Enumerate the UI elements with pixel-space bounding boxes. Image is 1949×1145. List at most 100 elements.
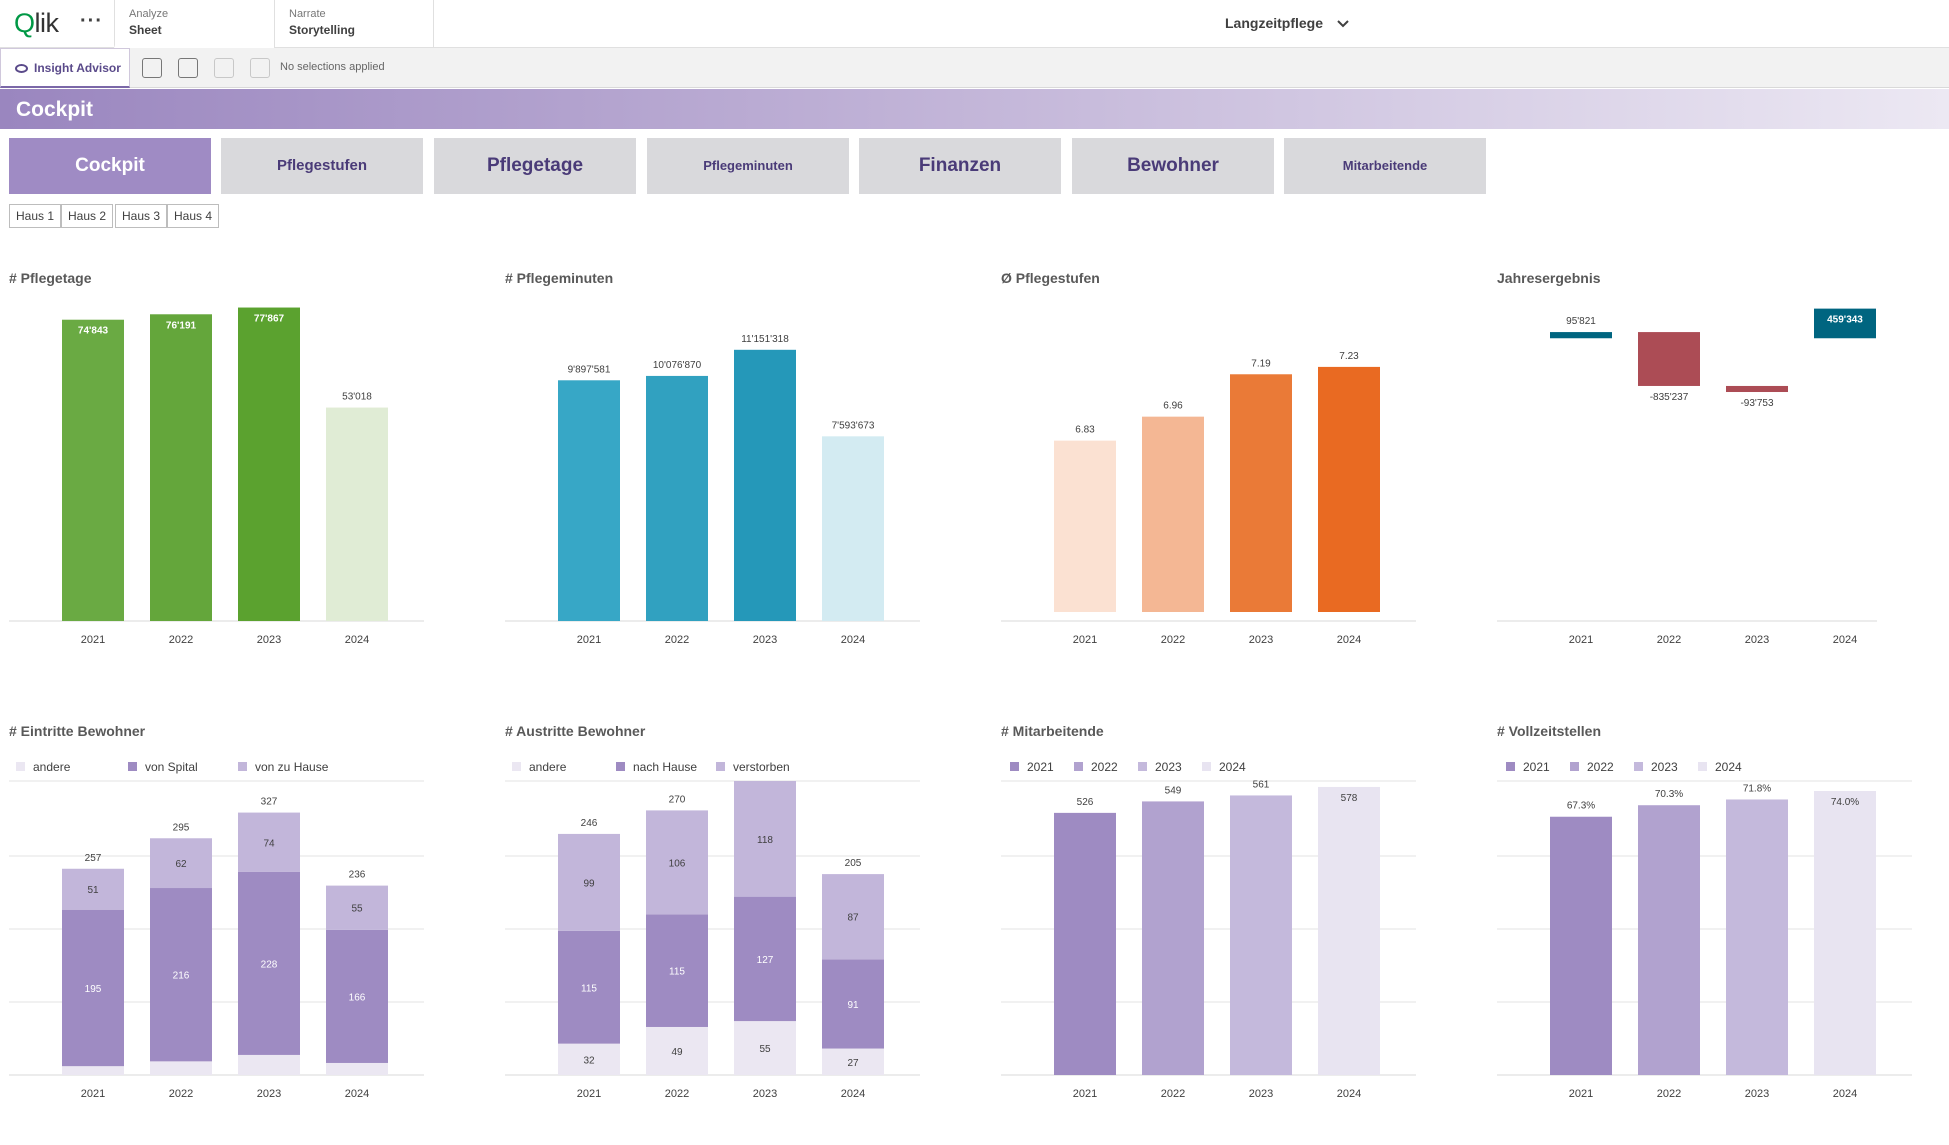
legend-item[interactable]: andere	[16, 760, 70, 774]
legend-item[interactable]: nach Hause	[616, 760, 697, 774]
bar-segment-andere[interactable]	[734, 1021, 796, 1075]
bar-segment-verstorben[interactable]	[822, 874, 884, 960]
legend-item[interactable]: 2022	[1074, 760, 1118, 774]
legend-label: 2023	[1651, 760, 1678, 774]
bar-segment-andere[interactable]	[558, 1043, 620, 1075]
legend-item[interactable]: 2021	[1010, 760, 1054, 774]
filter-haus-1[interactable]: Haus 1	[9, 204, 62, 228]
bar-segment-von-zu-Hause[interactable]	[326, 885, 388, 930]
bar-2024[interactable]	[822, 436, 884, 621]
qlik-logo[interactable]: Qlik	[14, 8, 59, 39]
legend-item[interactable]: 2023	[1138, 760, 1182, 774]
bar-2024[interactable]	[1318, 366, 1380, 612]
bar-segment-von-zu-Hause[interactable]	[238, 812, 300, 872]
legend-item[interactable]: von zu Hause	[238, 760, 328, 774]
bar-segment-andere[interactable]	[326, 1062, 388, 1075]
legend-item[interactable]: andere	[512, 760, 566, 774]
insight-advisor-button[interactable]: Insight Advisor	[0, 48, 130, 88]
bar-2023[interactable]	[1726, 385, 1788, 393]
chart-pflegeminuten[interactable]: 9'897'581 10'076'870 11'151'318 7'593'673 20…	[505, 300, 920, 650]
segment-label: 216	[173, 971, 190, 982]
chart-eintritte-bewohner[interactable]: 195 51 257 216 62 295 228 74 327 166 55 236 2021 2022…	[9, 778, 424, 1108]
bar-2022[interactable]	[1142, 801, 1204, 1075]
bar-2023[interactable]	[1726, 799, 1788, 1075]
legend-item[interactable]: verstorben	[716, 760, 790, 774]
legend-item[interactable]: 2022	[1570, 760, 1614, 774]
bar-segment-andere[interactable]	[822, 1048, 884, 1075]
nav-button-pflegestufen[interactable]: Pflegestufen	[221, 138, 423, 194]
bar-2024[interactable]	[1814, 791, 1876, 1075]
bar-segment-verstorben[interactable]	[558, 833, 620, 931]
bar-2023[interactable]	[1230, 795, 1292, 1075]
chart-pflegestufen[interactable]: 6.83 6.96 7.19 7.23 2021 2022 2023 2024	[1001, 300, 1416, 650]
filter-haus-3[interactable]: Haus 3	[115, 204, 168, 228]
bar-2021[interactable]	[558, 380, 620, 621]
bar-segment-von-zu-Hause[interactable]	[150, 838, 212, 889]
logo-text: lik	[34, 8, 60, 38]
filter-haus-4[interactable]: Haus 4	[167, 204, 220, 228]
legend-label: von zu Hause	[255, 760, 329, 774]
x-tick-label: 2022	[1657, 1088, 1681, 1100]
bar-segment-nach-Hause[interactable]	[822, 959, 884, 1049]
bar-segment-nach-Hause[interactable]	[734, 896, 796, 1022]
bar-2023[interactable]	[1230, 374, 1292, 612]
bar-segment-andere[interactable]	[150, 1061, 212, 1075]
nav-button-pflegeminuten[interactable]: Pflegeminuten	[647, 138, 849, 194]
legend-item[interactable]: von Spital	[128, 760, 198, 774]
bar-2022[interactable]	[646, 375, 708, 621]
bar-2024[interactable]	[1814, 308, 1876, 339]
bar-2024[interactable]	[326, 407, 388, 621]
nav-button-cockpit[interactable]: Cockpit	[9, 138, 211, 194]
bar-segment-von-Spital[interactable]	[62, 909, 124, 1067]
segment-label: 115	[581, 983, 597, 994]
step-back-icon[interactable]	[178, 58, 198, 78]
bar-2023[interactable]	[734, 349, 796, 621]
legend-swatch	[16, 762, 25, 771]
bar-segment-andere[interactable]	[646, 1026, 708, 1075]
bar-2022[interactable]	[1638, 805, 1700, 1075]
bar-segment-von-Spital[interactable]	[150, 888, 212, 1062]
nav-button-bewohner[interactable]: Bewohner	[1072, 138, 1274, 194]
bar-segment-verstorben[interactable]	[734, 781, 796, 897]
legend-item[interactable]: 2023	[1634, 760, 1678, 774]
bar-segment-von-Spital[interactable]	[326, 929, 388, 1063]
nav-button-finanzen[interactable]: Finanzen	[859, 138, 1061, 194]
chart-vollzeitstellen[interactable]: 67.3% 70.3% 71.8% 74.0% 2021 2022 2023 2024	[1497, 778, 1912, 1108]
bar-2022[interactable]	[1638, 332, 1700, 386]
bar-2022[interactable]	[150, 314, 212, 621]
legend-item[interactable]: 2021	[1506, 760, 1550, 774]
chart-jahresergebnis[interactable]: 95'821 -835'237 -93'753 459'343 2021 2022 2023…	[1497, 300, 1877, 650]
nav-button-mitarbeitende[interactable]: Mitarbeitende	[1284, 138, 1486, 194]
clear-selections-icon[interactable]	[250, 58, 270, 78]
bar-2021[interactable]	[62, 319, 124, 621]
more-menu-button[interactable]: ···	[80, 10, 103, 32]
app-title-dropdown[interactable]: Langzeitpflege	[1225, 15, 1349, 31]
bar-2021[interactable]	[1550, 816, 1612, 1075]
bar-2022[interactable]	[1142, 416, 1204, 612]
chart-pflegetage[interactable]: 74'843 76'191 77'867 53'018 2021 2022 2023 2024	[9, 300, 424, 650]
bar-segment-andere[interactable]	[62, 1066, 124, 1075]
legend-item[interactable]: 2024	[1202, 760, 1246, 774]
bar-segment-andere[interactable]	[238, 1054, 300, 1075]
bar-segment-verstorben[interactable]	[646, 810, 708, 915]
bar-2021[interactable]	[1550, 332, 1612, 339]
bar-segment-nach-Hause[interactable]	[646, 914, 708, 1027]
bar-2021[interactable]	[1054, 440, 1116, 612]
nav-button-pflegetage[interactable]: Pflegetage	[434, 138, 636, 194]
legend-swatch	[1074, 762, 1083, 771]
bar-2021[interactable]	[1054, 812, 1116, 1075]
tab-narrate-storytelling[interactable]: Narrate Storytelling	[274, 0, 434, 48]
chart-austritte-bewohner[interactable]: 32 115 99 246 49 115 106 270 55 127 118 27 91 87 205 20…	[505, 778, 920, 1108]
bar-segment-von-zu-Hause[interactable]	[62, 868, 124, 910]
bar-2024[interactable]	[1318, 786, 1380, 1075]
step-forward-icon[interactable]	[214, 58, 234, 78]
legend-item[interactable]: 2024	[1698, 760, 1742, 774]
chart-mitarbeitende[interactable]: 526 549 561 578 2021 2022 2023 2024	[1001, 778, 1416, 1108]
bar-2023[interactable]	[238, 307, 300, 621]
filter-haus-2[interactable]: Haus 2	[61, 204, 114, 228]
bar-segment-von-Spital[interactable]	[238, 871, 300, 1055]
tab-analyze-sheet[interactable]: Analyze Sheet	[114, 0, 274, 48]
bar-segment-nach-Hause[interactable]	[558, 930, 620, 1044]
x-tick-label: 2023	[1745, 634, 1769, 646]
smart-search-icon[interactable]	[142, 58, 162, 78]
